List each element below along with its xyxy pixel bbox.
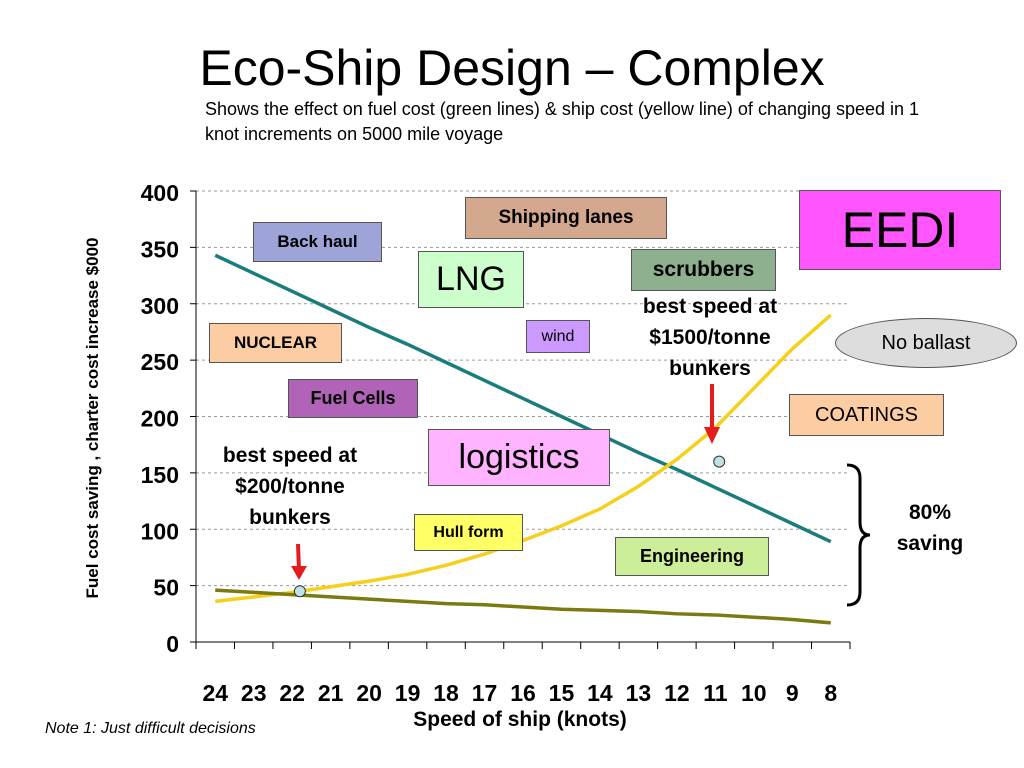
- y-tick-label: 0: [166, 631, 179, 657]
- x-tick-label: 8: [824, 680, 837, 706]
- nuclear-box: NUCLEAR: [209, 323, 342, 363]
- x-tick-label: 11: [703, 680, 728, 706]
- saving-brace: [846, 463, 871, 607]
- wind-box: wind: [526, 320, 590, 353]
- no-ballast-ellipse: No ballast: [835, 318, 1017, 368]
- footnote: Note 1: Just difficult decisions: [45, 720, 256, 737]
- x-tick-label: 23: [241, 680, 267, 706]
- engineering-box: Engineering: [615, 537, 769, 576]
- fuel-cells-box: Fuel Cells: [288, 379, 418, 418]
- x-tick-label: 15: [549, 680, 575, 706]
- x-tick-label: 9: [786, 680, 799, 706]
- y-axis-label: Fuel cost saving , charter cost increase…: [83, 237, 102, 599]
- y-tick-label: 250: [141, 349, 179, 375]
- x-tick-label: 21: [318, 680, 344, 706]
- x-tick-label: 14: [587, 680, 613, 706]
- lng-box: LNG: [418, 251, 524, 308]
- ship-cost-line: [215, 313, 832, 604]
- arrow-best-speed-high-head: [704, 427, 720, 444]
- x-tick-label: 10: [741, 680, 767, 706]
- best-speed-high-annotation: best speed at $1500/tonne bunkers: [642, 295, 778, 380]
- arrow-best-speed-low: [296, 543, 301, 571]
- y-tick-label: 50: [153, 575, 179, 601]
- logistics-box: logistics: [428, 429, 610, 486]
- x-tick-label: 20: [356, 680, 382, 706]
- x-tick-label: 24: [202, 680, 228, 706]
- intersection-marker: [713, 455, 726, 468]
- intersection-marker: [293, 585, 306, 598]
- y-tick-label: 400: [141, 180, 179, 206]
- x-tick-label: 13: [626, 680, 652, 706]
- y-tick-label: 150: [141, 462, 179, 488]
- fuel-cost-high-line: [214, 253, 832, 544]
- fuel-cost-low-line: [215, 588, 831, 625]
- slide-title: Eco-Ship Design – Complex: [199, 40, 825, 96]
- shipping-lanes-box: Shipping lanes: [465, 197, 667, 239]
- x-tick-label: 18: [433, 680, 459, 706]
- x-tick-label: 16: [510, 680, 536, 706]
- saving-annotation: 80% saving: [896, 501, 964, 555]
- coatings-box: COATINGS: [789, 394, 944, 436]
- arrow-best-speed-low-head: [291, 566, 307, 580]
- y-tick-label: 300: [141, 293, 179, 319]
- hull-form-box: Hull form: [414, 514, 523, 551]
- best-speed-low-annotation: best speed at $200/tonne bunkers: [222, 444, 358, 529]
- x-tick-label: 17: [472, 680, 498, 706]
- scrubbers-box: scrubbers: [631, 249, 776, 291]
- y-tick-label: 350: [141, 236, 179, 262]
- x-axis-label: Speed of ship (knots): [413, 708, 627, 731]
- y-tick-label: 100: [141, 518, 179, 544]
- eedi-box: EEDI: [799, 190, 1001, 270]
- slide-subtitle: Shows the effect on fuel cost (green lin…: [205, 99, 920, 144]
- x-tick-label: 19: [395, 680, 421, 706]
- back-haul-box: Back haul: [253, 222, 382, 262]
- y-tick-label: 200: [141, 406, 179, 432]
- x-tick-label: 22: [279, 680, 305, 706]
- x-tick-label: 12: [664, 680, 690, 706]
